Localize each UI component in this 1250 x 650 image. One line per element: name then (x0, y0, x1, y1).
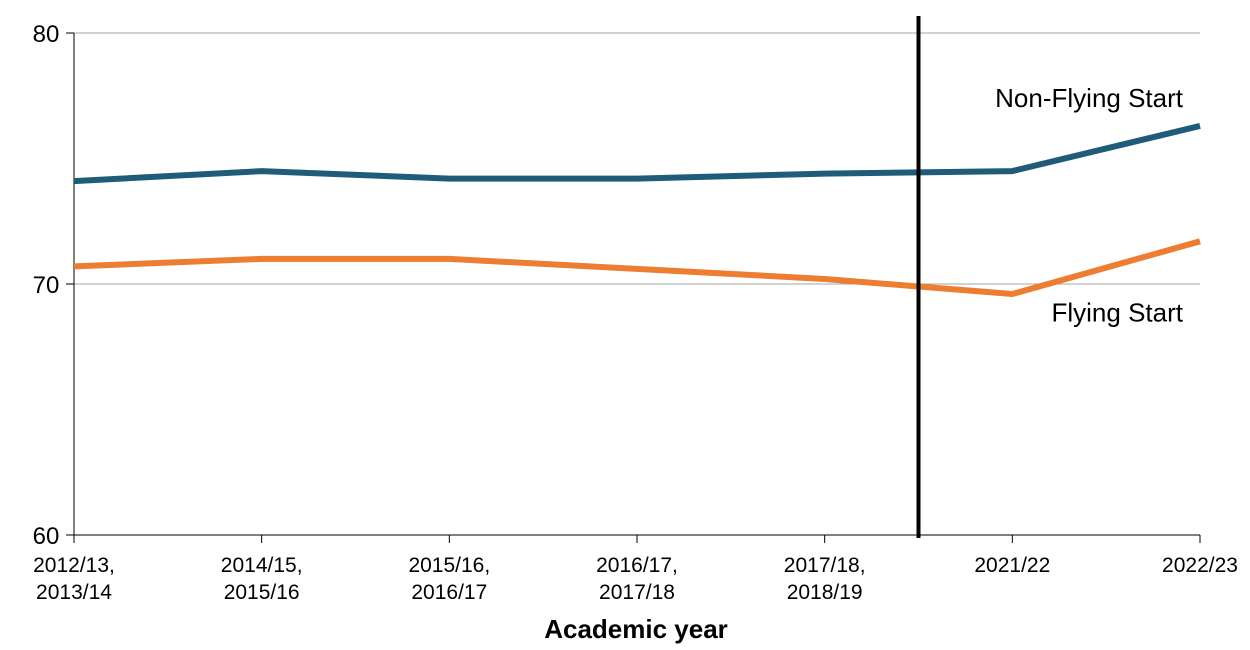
x-tick-label-line: 2016/17, (596, 554, 678, 577)
x-tick-label: 2014/15, 2015/16 (221, 554, 303, 604)
x-axis-title: Academic year (544, 614, 728, 644)
x-tick-label: 2017/18, 2018/19 (784, 554, 866, 604)
series-label: Non-Flying Start (995, 83, 1184, 113)
series-line-0 (73, 122, 1201, 185)
x-tick-label-line: 2015/16, (408, 554, 490, 577)
y-tick-labels: 60 70 80 (33, 21, 60, 550)
x-tick-label: 2021/22 (974, 554, 1050, 577)
y-tick-label: 70 (33, 272, 60, 299)
series-line-1 (73, 238, 1201, 297)
series-labels: Non-Flying Start Flying Start (995, 83, 1184, 327)
x-tick-label: 2015/16, 2016/17 (408, 554, 490, 604)
x-tick-label-line: 2012/13, (33, 554, 115, 577)
x-tick-label-line: 2017/18, (784, 554, 866, 577)
gridlines (74, 32, 1200, 285)
axes (66, 32, 1201, 543)
x-tick-label: 2022/23 (1162, 554, 1238, 577)
x-tick-label-line: 2022/23 (1162, 554, 1238, 577)
y-tick-label: 80 (33, 21, 60, 48)
x-tick-label-line: 2013/14 (36, 581, 112, 604)
series-lines (73, 122, 1201, 297)
x-tick-label-line: 2015/16 (224, 581, 300, 604)
x-tick-label: 2012/13, 2013/14 (33, 554, 115, 604)
x-tick-label-line: 2016/17 (411, 581, 487, 604)
x-tick-label-line: 2021/22 (974, 554, 1050, 577)
x-tick-label-line: 2014/15, (221, 554, 303, 577)
y-tick-label: 60 (33, 523, 60, 550)
x-tick-label-line: 2017/18 (599, 581, 675, 604)
x-tick-label-line: 2018/19 (787, 581, 863, 604)
x-tick-label: 2016/17, 2017/18 (596, 554, 678, 604)
series-label: Flying Start (1052, 297, 1184, 327)
